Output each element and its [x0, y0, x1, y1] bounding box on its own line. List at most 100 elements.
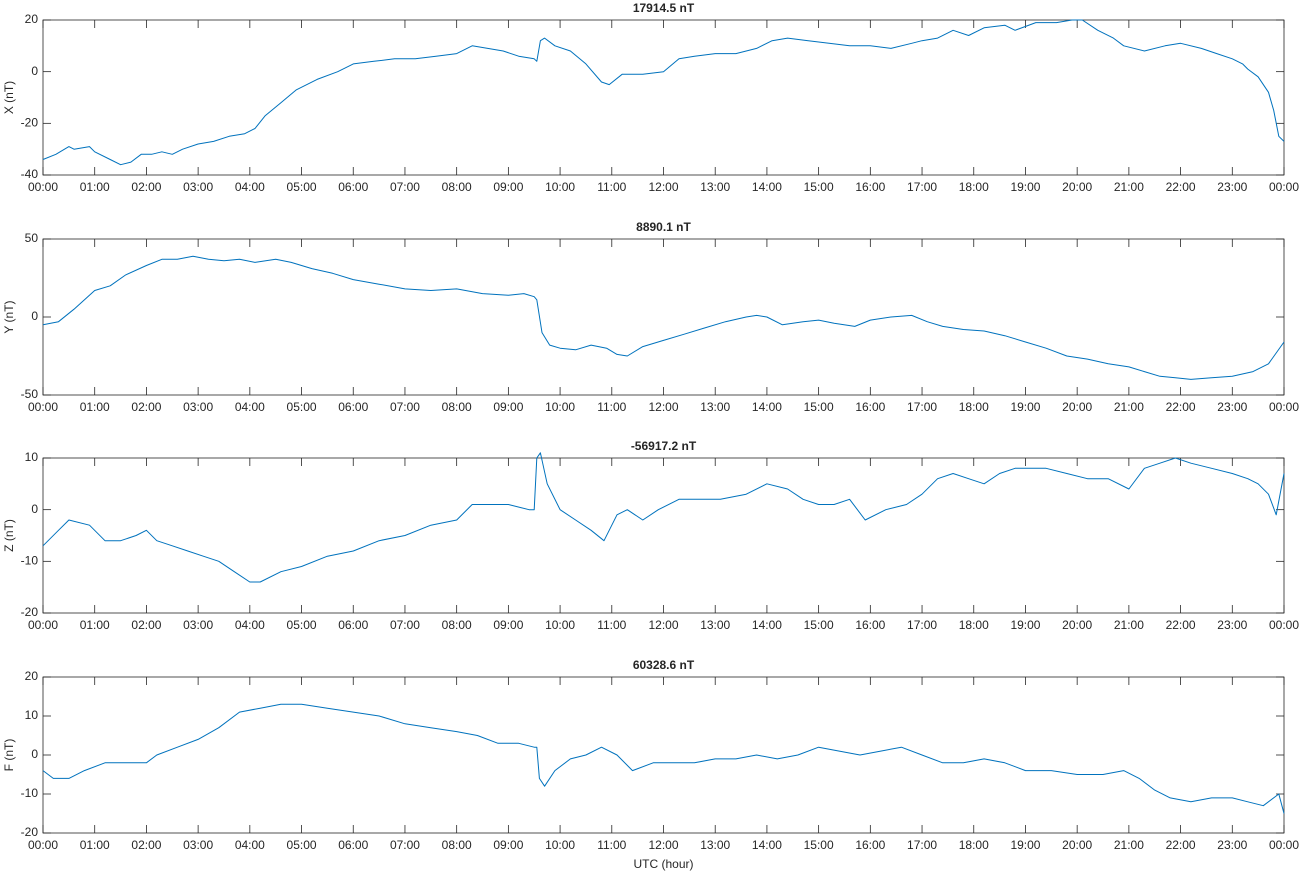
x-tick-label: 22:00 [1166, 838, 1196, 852]
y-tick-label: -10 [21, 554, 39, 568]
x-tick-label: 07:00 [390, 618, 420, 632]
x-tick-label: 00:00 [1269, 618, 1299, 632]
x-tick-label: 15:00 [804, 180, 834, 194]
x-tick-label: 15:00 [804, 618, 834, 632]
x-tick-label: 12:00 [648, 400, 678, 414]
x-tick-label: 20:00 [1062, 618, 1092, 632]
x-tick-label: 10:00 [545, 838, 575, 852]
x-tick-label: 00:00 [28, 400, 58, 414]
x-tick-label: 08:00 [442, 400, 472, 414]
x-tick-label: 19:00 [1010, 838, 1040, 852]
y-tick-label: -20 [21, 116, 39, 130]
x-tick-label: 00:00 [28, 618, 58, 632]
subplot-title: -56917.2 nT [631, 439, 697, 453]
x-tick-label: 13:00 [700, 618, 730, 632]
subplot-title: 8890.1 nT [636, 220, 691, 234]
x-tick-label: 13:00 [700, 838, 730, 852]
x-tick-label: 11:00 [597, 400, 626, 414]
x-tick-label: 09:00 [493, 400, 523, 414]
x-tick-label: 02:00 [131, 838, 161, 852]
x-tick-label: 15:00 [804, 400, 834, 414]
x-tick-label: 00:00 [28, 180, 58, 194]
y-axis-label: F (nT) [2, 739, 16, 772]
x-tick-label: 03:00 [183, 618, 213, 632]
x-tick-label: 23:00 [1217, 180, 1247, 194]
series-line [42, 19, 1285, 166]
x-tick-label: 00:00 [1269, 180, 1299, 194]
x-tick-label: 20:00 [1062, 400, 1092, 414]
x-tick-label: 18:00 [959, 618, 989, 632]
x-tick-label: 12:00 [648, 618, 678, 632]
y-tick-label: 0 [31, 502, 38, 516]
x-tick-label: 04:00 [235, 618, 265, 632]
x-tick-label: 16:00 [855, 180, 885, 194]
x-tick-label: 03:00 [183, 838, 213, 852]
x-tick-label: 21:00 [1114, 180, 1144, 194]
x-tick-label: 06:00 [338, 838, 368, 852]
x-tick-label: 15:00 [804, 838, 834, 852]
x-tick-label: 04:00 [235, 838, 265, 852]
x-tick-label: 23:00 [1217, 400, 1247, 414]
x-tick-label: 17:00 [907, 180, 937, 194]
y-tick-label: 50 [25, 231, 39, 245]
x-tick-label: 07:00 [390, 838, 420, 852]
y-tick-label: 0 [31, 747, 38, 761]
x-tick-label: 08:00 [442, 838, 472, 852]
x-tick-label: 08:00 [442, 180, 472, 194]
y-tick-label: -20 [21, 825, 39, 839]
y-tick-label: -40 [21, 167, 39, 181]
x-tick-label: 14:00 [752, 400, 782, 414]
x-tick-label: 11:00 [597, 838, 626, 852]
x-tick-label: 07:00 [390, 180, 420, 194]
x-tick-label: 00:00 [1269, 838, 1299, 852]
x-tick-label: 09:00 [493, 838, 523, 852]
x-tick-label: 00:00 [28, 838, 58, 852]
x-tick-label: 00:00 [1269, 400, 1299, 414]
x-tick-label: 20:00 [1062, 838, 1092, 852]
x-tick-label: 10:00 [545, 618, 575, 632]
y-tick-label: 10 [25, 708, 39, 722]
x-tick-label: 12:00 [648, 180, 678, 194]
x-tick-label: 01:00 [80, 400, 110, 414]
y-tick-label: 0 [31, 64, 38, 78]
x-tick-label: 20:00 [1062, 180, 1092, 194]
x-tick-label: 19:00 [1010, 618, 1040, 632]
x-tick-label: 04:00 [235, 180, 265, 194]
x-tick-label: 08:00 [442, 618, 472, 632]
x-tick-label: 11:00 [597, 618, 626, 632]
x-tick-label: 01:00 [80, 180, 110, 194]
x-tick-label: 18:00 [959, 180, 989, 194]
x-tick-label: 07:00 [390, 400, 420, 414]
axes-box [42, 19, 1285, 176]
axes-box [42, 676, 1285, 834]
x-tick-label: 17:00 [907, 400, 937, 414]
series-line [42, 452, 1285, 583]
subplot-title: 60328.6 nT [633, 658, 695, 672]
x-tick-label: 22:00 [1166, 180, 1196, 194]
x-tick-label: 06:00 [338, 180, 368, 194]
subplot-title: 17914.5 nT [633, 1, 695, 15]
x-tick-label: 16:00 [855, 838, 885, 852]
x-tick-label: 10:00 [545, 180, 575, 194]
x-tick-label: 09:00 [493, 618, 523, 632]
x-tick-label: 13:00 [700, 180, 730, 194]
axes-box [42, 238, 1285, 396]
x-tick-label: 14:00 [752, 838, 782, 852]
x-tick-label: 02:00 [131, 180, 161, 194]
x-tick-label: 23:00 [1217, 618, 1247, 632]
x-tick-label: 02:00 [131, 618, 161, 632]
x-tick-label: 21:00 [1114, 618, 1144, 632]
x-tick-label: 05:00 [287, 400, 317, 414]
series-line [42, 703, 1285, 814]
x-tick-label: 09:00 [493, 180, 523, 194]
subplot-f: 60328.6 nT F (nT) 00:00 01:00 02:00 03:00 04… [2, 658, 1299, 852]
x-tick-label: 21:00 [1114, 400, 1144, 414]
x-tick-label: 18:00 [959, 400, 989, 414]
x-tick-label: 05:00 [287, 618, 317, 632]
y-tick-label: 0 [31, 309, 38, 323]
x-tick-label: 23:00 [1217, 838, 1247, 852]
y-tick-label: 10 [25, 450, 39, 464]
x-tick-label: 18:00 [959, 838, 989, 852]
x-tick-label: 22:00 [1166, 400, 1196, 414]
